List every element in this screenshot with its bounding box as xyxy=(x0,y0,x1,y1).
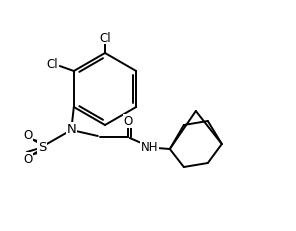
Text: N: N xyxy=(67,123,77,136)
Text: S: S xyxy=(38,141,46,154)
Text: O: O xyxy=(123,115,132,128)
Text: O: O xyxy=(23,129,33,142)
Text: Cl: Cl xyxy=(99,31,111,44)
Text: NH: NH xyxy=(141,141,159,154)
Text: Cl: Cl xyxy=(46,57,58,70)
Text: O: O xyxy=(23,153,33,166)
